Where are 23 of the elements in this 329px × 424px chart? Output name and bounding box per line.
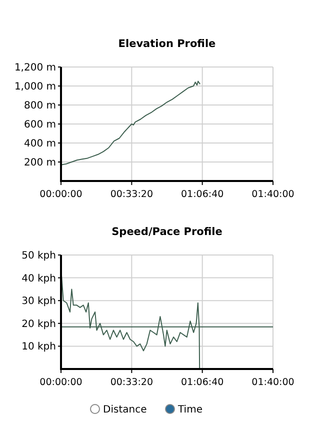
y-tick-label: 600 m [24, 120, 56, 130]
y-tick-label: 200 m [24, 158, 56, 168]
y-tick-label: 20 kph [22, 318, 56, 330]
chart-title: Elevation Profile [118, 38, 216, 50]
x-tick-label: 00:33:20 [110, 189, 154, 200]
y-tick-label: 1,000 m [14, 82, 56, 92]
x-tick-label: 01:40:00 [252, 189, 294, 200]
y-tick-label: 800 m [24, 100, 56, 112]
text: Time [177, 404, 202, 416]
y-tick-label: 40 kph [22, 273, 56, 284]
y-tick-label: 50 kph [22, 250, 56, 262]
y-tick-label: 1,200 m [14, 62, 56, 74]
x-tick-label: 00:00:00 [40, 189, 82, 200]
y-tick-label: 30 kph [22, 296, 56, 308]
chart-title: Speed/Pace Profile [112, 226, 222, 238]
x-tick-label: 00:33:20 [110, 377, 154, 388]
y-tick-label: 10 kph [22, 342, 56, 353]
x-tick-label: 01:06:40 [180, 377, 224, 388]
x-tick-label: 01:06:40 [180, 189, 224, 200]
text: Distance [103, 404, 147, 416]
x-tick-label: 00:00:00 [40, 377, 82, 388]
y-tick-label: 400 m [24, 138, 56, 150]
x-tick-label: 01:40:00 [252, 377, 294, 388]
